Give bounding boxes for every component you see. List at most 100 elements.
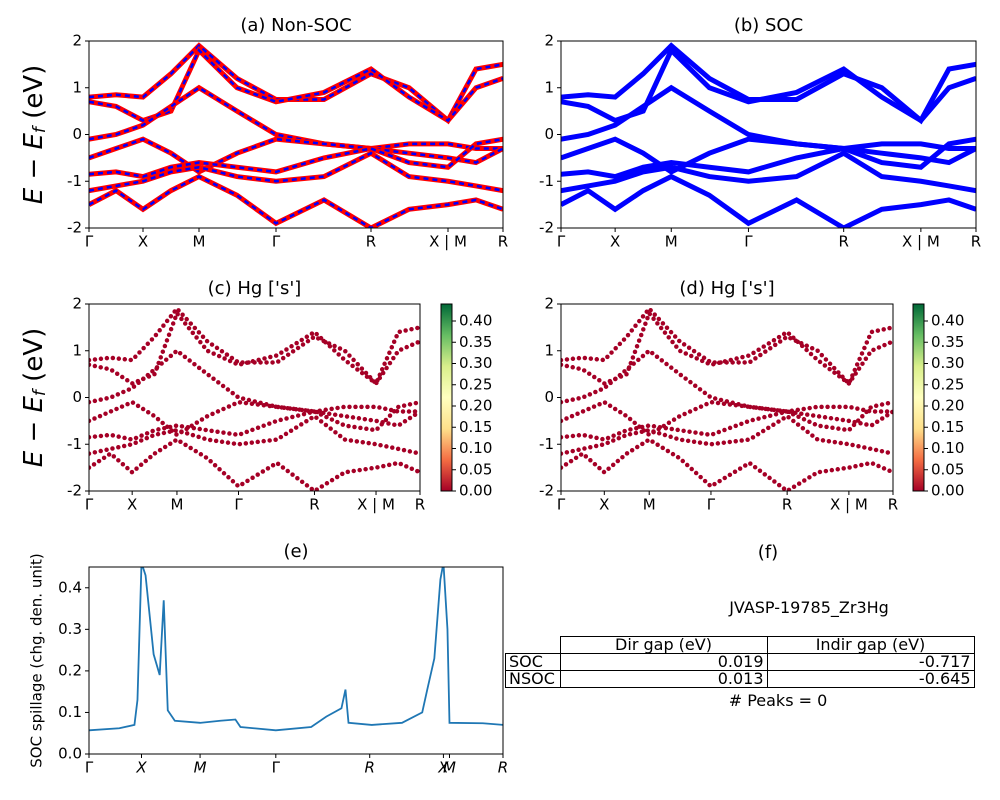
y-label-part: E − E (19, 133, 49, 205)
band (89, 42, 503, 125)
x-tick-label: Γ (272, 233, 281, 251)
x-tick-label: Γ (85, 496, 94, 514)
panel-title: (e) (283, 541, 308, 562)
y-tick-label: 0 (72, 125, 82, 143)
colorbar-tick-label: 0.20 (931, 397, 964, 415)
x-tick-label: M (665, 233, 678, 251)
cell: -0.645 (766, 670, 975, 688)
x-tick-label: M (643, 496, 656, 514)
x-tick-label: R (971, 233, 981, 251)
x-tick-label: R (498, 759, 508, 777)
x-tick-label: Γ (557, 233, 566, 251)
band (89, 43, 503, 123)
axes-frame (560, 303, 894, 492)
projected-band (561, 347, 893, 414)
band (561, 84, 976, 152)
colorbar-tick-label: 0.25 (931, 375, 964, 393)
x-tick-label: X | M (357, 496, 395, 514)
x-tick-label: X (437, 759, 449, 777)
axes-frame (88, 566, 504, 755)
x-tick-label: R (838, 233, 848, 251)
plot-area (89, 42, 503, 228)
header-row: Dir gap (eV) Indir gap (eV) (505, 636, 975, 654)
x-tick-label: X | M (902, 233, 940, 251)
projected-band (89, 347, 420, 414)
projected-band (89, 399, 420, 442)
band (561, 46, 976, 124)
panel-title: (f) (757, 542, 779, 563)
y-tick-label: 0.4 (58, 578, 82, 596)
x-tick-label: M (443, 759, 456, 777)
colorbar-tick-label: 0.25 (459, 375, 492, 393)
x-tick-label: M (170, 496, 183, 514)
x-tick-label: Γ (85, 759, 94, 777)
row-label: SOC (505, 653, 561, 671)
band (89, 48, 503, 123)
y-label-part: (eV) (19, 65, 49, 127)
y-tick-label: -1 (539, 172, 554, 190)
x-tick-label: Γ (744, 233, 753, 251)
cell: 0.013 (559, 670, 768, 688)
colorbar-tick-label: 0.35 (459, 333, 492, 351)
panel-title: (c) Hg ['s'] (208, 278, 302, 299)
band (89, 175, 503, 228)
colorbar-tick-label: 0.10 (931, 439, 964, 457)
band (561, 136, 976, 180)
y-axis-label: E − Ef (eV) (19, 328, 51, 468)
y-tick-label: 0.0 (58, 745, 82, 763)
cell: -0.717 (766, 653, 975, 671)
band (89, 46, 503, 124)
band (561, 42, 976, 125)
y-tick-label: 1 (72, 78, 82, 96)
colorbar-tick-label: 0.15 (459, 418, 492, 436)
material-name: JVASP-19785_Zr3Hg (729, 598, 889, 617)
col-header: Dir gap (eV) (559, 636, 768, 654)
peaks-note: # Peaks = 0 (728, 691, 828, 710)
projected-band (561, 399, 893, 438)
projected-band (561, 305, 893, 388)
y-tick-label: -2 (539, 219, 554, 237)
colorbar-tick-label: 0.35 (931, 333, 964, 351)
x-tick-label: R (366, 233, 376, 251)
colorbar-tick-label: 0.20 (459, 397, 492, 415)
projected-band (89, 305, 420, 388)
panel-title: (b) SOC (734, 15, 803, 36)
x-tick-label: X (599, 496, 609, 514)
y-tick-label: 2 (72, 32, 82, 50)
y-tick-label: -1 (67, 435, 82, 453)
y-tick-label: 1 (544, 78, 554, 96)
x-tick-label: X | M (429, 233, 467, 251)
x-tick-label: R (415, 496, 425, 514)
projected-band (89, 399, 420, 438)
colorbar-tick-label: 0.05 (931, 460, 964, 478)
y-tick-label: 1 (72, 341, 82, 359)
band (89, 173, 503, 228)
y-tick-label: 0.3 (58, 620, 82, 638)
band (561, 150, 976, 194)
row: SOC 0.019 -0.717 (505, 653, 975, 671)
row-label: NSOC (505, 670, 561, 688)
projected-band (561, 436, 893, 491)
colorbar-tick-label: 0.15 (931, 418, 964, 436)
x-tick-label: X (135, 759, 147, 777)
axes-frame (88, 303, 421, 492)
x-tick-label: R (309, 496, 319, 514)
y-tick-label: 2 (544, 32, 554, 50)
axes-frame (88, 40, 504, 229)
colorbar-tick-label: 0.00 (459, 482, 492, 500)
y-tick-label: 0 (72, 388, 82, 406)
x-tick-label: Γ (557, 496, 566, 514)
colorbar (440, 303, 453, 492)
y-tick-label: -1 (67, 172, 82, 190)
x-tick-label: R (888, 496, 898, 514)
band (89, 137, 503, 178)
colorbar-tick-label: 0.40 (931, 312, 964, 330)
plot-area (561, 305, 893, 491)
colorbar-tick-label: 0.10 (459, 439, 492, 457)
plot-area (561, 42, 976, 228)
col-header: Indir gap (eV) (766, 636, 975, 654)
y-axis-label: E − Ef (eV) (19, 65, 51, 205)
projected-band (561, 308, 893, 387)
projected-band (89, 308, 420, 387)
y-tick-label: 0 (544, 125, 554, 143)
